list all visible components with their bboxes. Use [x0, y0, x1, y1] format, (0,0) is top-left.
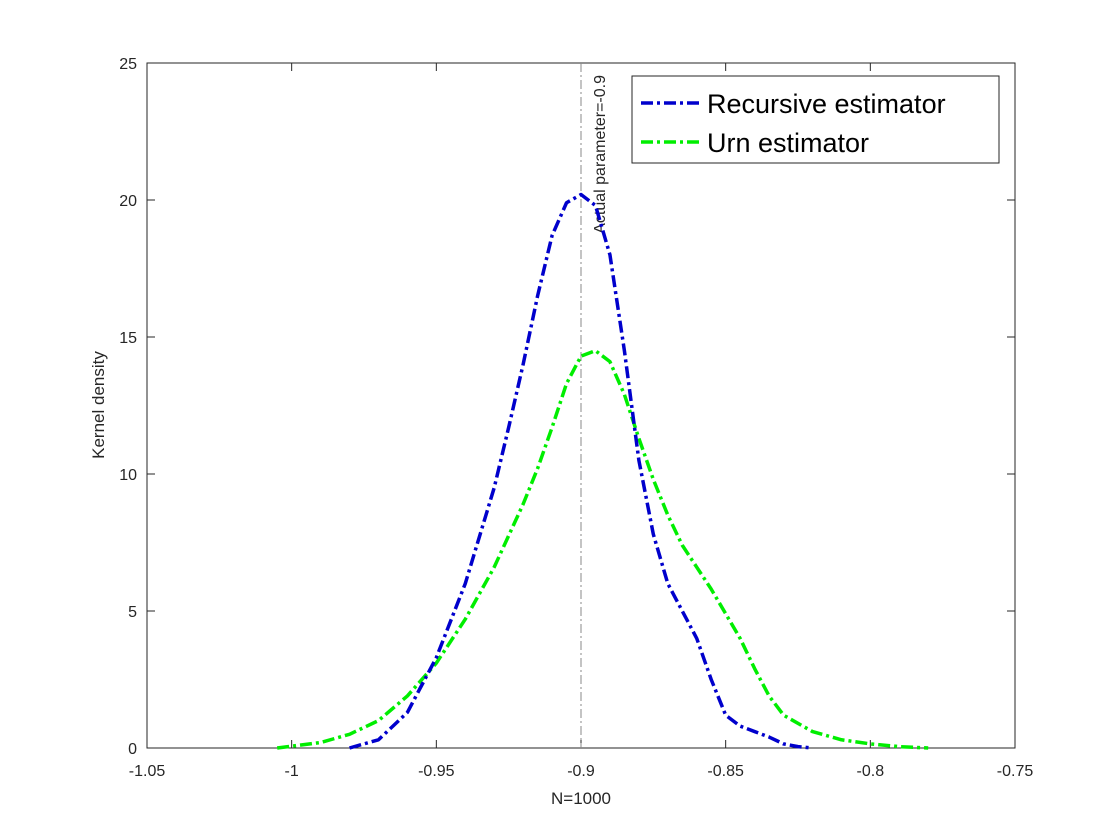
legend-box	[631, 75, 1000, 164]
x-tick-label: -0.9	[567, 763, 595, 780]
x-tick-label: -0.95	[418, 763, 455, 780]
legend-label: Recursive estimator	[707, 89, 946, 119]
x-tick-label: -0.85	[707, 763, 744, 780]
y-tick-label: 10	[119, 467, 137, 484]
series-group	[276, 192, 929, 750]
x-tick-label: -0.75	[997, 763, 1034, 780]
legend-label: Urn estimator	[707, 128, 869, 158]
y-tick-label: 25	[119, 56, 137, 73]
y-tick-label: 15	[119, 330, 137, 347]
axis-ticks: -1.05 -1 -0.95 -0.9 -0.85 -0.8 -0.75 0 5 10 15 20 25	[119, 56, 1033, 780]
series-line-1	[276, 348, 929, 750]
legend: Recursive estimator Urn estimator	[631, 75, 1000, 164]
y-tick-label: 5	[128, 604, 137, 621]
x-axis-label: N=1000	[551, 789, 611, 808]
y-tick-label: 20	[119, 193, 137, 210]
reference-line-label: Actual parameter=-0.9	[592, 75, 609, 234]
y-axis-label: Kernel density	[89, 351, 108, 459]
y-tick-label: 0	[128, 741, 137, 758]
series-line-0	[349, 192, 813, 750]
x-tick-label: -1	[285, 763, 299, 780]
x-tick-label: -1.05	[129, 763, 166, 780]
reference-line-group: Actual parameter=-0.9	[580, 63, 609, 748]
x-tick-label: -0.8	[857, 763, 885, 780]
